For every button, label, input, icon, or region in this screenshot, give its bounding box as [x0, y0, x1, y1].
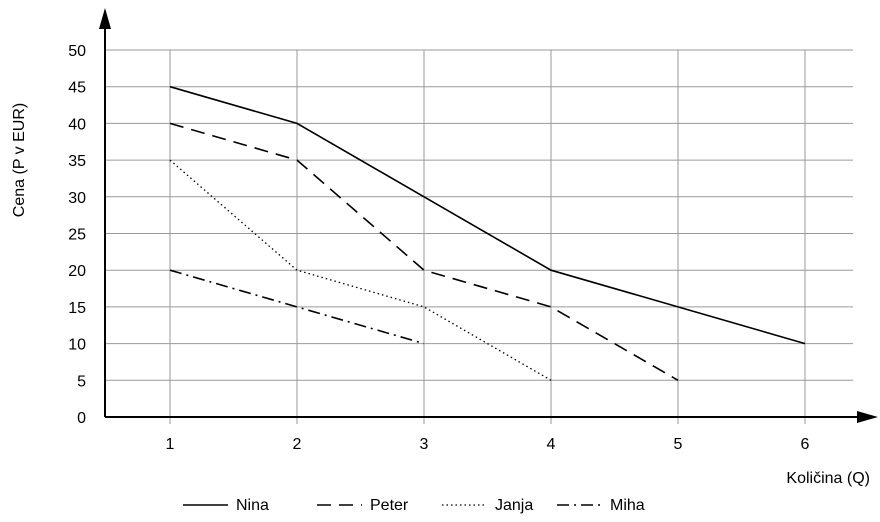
series-line-janja: [169, 159, 552, 381]
x-tick-label-2: 2: [293, 436, 302, 453]
y-axis-title: Cena (P v EUR): [11, 103, 28, 217]
legend-label-nina: Nina: [236, 497, 269, 514]
series-line-nina: [169, 85, 806, 345]
y-tick-label-45: 45: [68, 80, 86, 97]
x-axis-arrow: [857, 411, 878, 423]
x-tick-label-6: 6: [801, 436, 810, 453]
legend-label-janja: Janja: [495, 497, 533, 514]
series-lines: [169, 85, 806, 381]
legend-label-peter: Peter: [370, 497, 409, 514]
series-line-peter: [169, 122, 679, 381]
y-tick-label-20: 20: [68, 263, 86, 280]
y-tick-label-25: 25: [68, 227, 86, 244]
grid: [105, 49, 853, 424]
axes: [99, 8, 878, 423]
x-tick-label-3: 3: [420, 436, 429, 453]
x-tick-label-4: 4: [547, 436, 556, 453]
y-tick-label-35: 35: [68, 153, 86, 170]
y-tick-label-15: 15: [68, 300, 86, 317]
y-tick-label-5: 5: [77, 373, 86, 390]
y-tick-label-30: 30: [68, 190, 86, 207]
y-tick-label-50: 50: [68, 43, 86, 60]
y-tick-label-10: 10: [68, 337, 86, 354]
series-line-miha: [169, 269, 425, 345]
y-tick-label-40: 40: [68, 116, 86, 133]
legend: Nina Peter Janja Miha: [183, 497, 645, 514]
y-axis-arrow: [99, 8, 111, 29]
legend-label-miha: Miha: [610, 497, 645, 514]
x-tick-label-1: 1: [166, 436, 175, 453]
y-tick-label-0: 0: [77, 410, 86, 427]
x-axis-title: Količina (Q): [786, 470, 870, 487]
x-tick-label-5: 5: [674, 436, 683, 453]
